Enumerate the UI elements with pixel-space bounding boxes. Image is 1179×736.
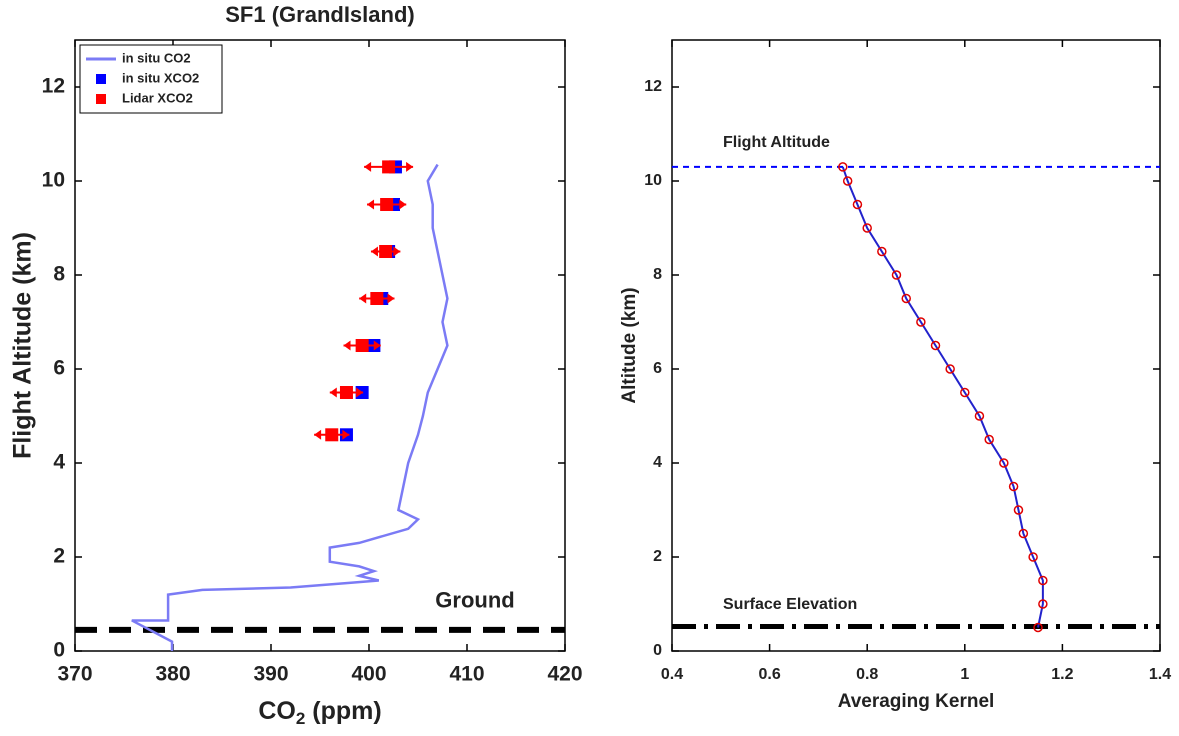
marker: [355, 339, 369, 352]
reference-label: Surface Elevation: [723, 596, 857, 613]
plot-frame: [74, 39, 566, 652]
marker: [984, 434, 994, 445]
legend-label: in situ XCO2: [122, 70, 199, 85]
y-tick-label: 12: [644, 78, 662, 95]
marker: [370, 292, 384, 305]
data-line: [841, 166, 1044, 628]
marker: [838, 162, 848, 172]
error-arrow: [329, 387, 364, 398]
x-axis-label: CO2 (ppm): [258, 697, 381, 729]
data-line: [131, 163, 449, 651]
marker: [1013, 505, 1024, 515]
x-tick-label: 380: [155, 663, 190, 686]
plot-frame: [671, 39, 1161, 652]
marker: [916, 317, 926, 327]
y-tick-label: 10: [644, 172, 662, 189]
marker: [945, 364, 955, 374]
x-axis-label-part: (ppm): [305, 697, 381, 725]
y-tick-label: 0: [653, 642, 662, 659]
marker: [1033, 622, 1043, 633]
x-tick-label: 0.4: [661, 666, 683, 683]
legend-swatch: [96, 74, 106, 84]
x-tick-label: 0.8: [856, 666, 878, 683]
y-axis-label: Flight Altitude (km): [9, 232, 37, 459]
marker: [339, 386, 353, 399]
marker: [901, 293, 911, 304]
x-tick-label: 420: [547, 663, 582, 686]
chart-title: SF1 (GrandIsland): [225, 2, 414, 27]
x-axis-label-part: 2: [296, 709, 305, 728]
marker: [891, 270, 902, 280]
marker: [1018, 528, 1029, 539]
reference-label: Ground: [435, 588, 514, 613]
marker: [382, 160, 396, 174]
y-tick-label: 6: [653, 360, 662, 377]
marker: [862, 223, 872, 233]
marker: [1028, 552, 1038, 562]
x-tick-label: 390: [253, 663, 288, 686]
legend-label: in situ CO2: [122, 50, 191, 65]
x-tick-label: 410: [449, 663, 484, 686]
marker: [380, 198, 394, 211]
x-axis-label-part: CO: [258, 697, 296, 725]
y-tick-label: 2: [653, 548, 662, 565]
y-tick-label: 4: [653, 454, 662, 471]
x-tick-label: 1.2: [1051, 666, 1073, 683]
y-tick-label: 8: [53, 263, 65, 286]
legend-swatch: [96, 94, 106, 104]
marker: [974, 411, 985, 421]
x-axis-label: Averaging Kernel: [838, 691, 995, 712]
y-tick-label: 6: [53, 357, 65, 380]
marker: [960, 387, 970, 398]
marker: [1008, 481, 1019, 492]
x-tick-label: 1: [960, 666, 969, 683]
x-tick-label: 370: [57, 663, 92, 686]
y-tick-label: 4: [53, 451, 65, 474]
marker: [930, 340, 941, 351]
marker: [999, 458, 1009, 468]
y-tick-label: 8: [653, 266, 662, 283]
marker: [852, 199, 863, 210]
marker: [877, 246, 887, 257]
legend-label: Lidar XCO2: [122, 90, 193, 105]
y-tick-label: 2: [53, 545, 65, 568]
marker: [842, 176, 853, 186]
y-tick-label: 0: [53, 639, 65, 662]
y-axis-label: Altitude (km): [619, 287, 640, 403]
marker: [379, 245, 393, 258]
y-tick-label: 10: [42, 169, 65, 192]
reference-label: Flight Altitude: [723, 134, 830, 151]
marker: [1038, 575, 1048, 586]
x-tick-label: 1.4: [1149, 666, 1171, 683]
x-tick-label: 0.6: [758, 666, 780, 683]
marker: [325, 428, 339, 442]
error-arrow: [370, 246, 401, 257]
y-tick-label: 12: [42, 75, 65, 98]
marker: [1038, 599, 1048, 609]
x-tick-label: 400: [351, 663, 386, 686]
